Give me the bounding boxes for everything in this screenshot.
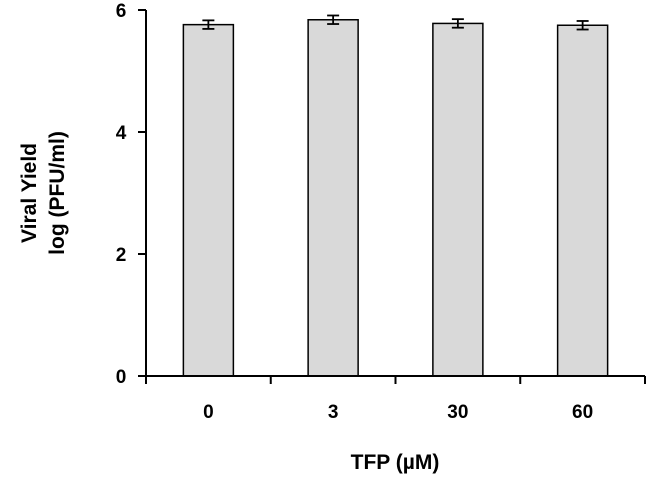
x-tick-label-3: 60 (572, 402, 593, 423)
y-tick-label-3: 6 (116, 1, 127, 22)
y-tick-label-1: 2 (116, 245, 127, 266)
bar-2 (432, 22, 484, 377)
y-axis-title-line-2: log (PFU/ml) (46, 131, 69, 255)
y-axis-title-line-1: Viral Yield (18, 143, 41, 243)
x-tick-label-2: 30 (447, 402, 468, 423)
y-axis-title: Viral Yield log (PFU/ml) (18, 131, 69, 255)
x-tick-label-0: 0 (203, 402, 214, 423)
bar-0 (182, 23, 235, 377)
x-tick-label-1: 3 (328, 402, 339, 423)
bar-1 (307, 19, 359, 377)
y-tick-label-0: 0 (116, 367, 127, 388)
y-tick-label-2: 4 (116, 123, 127, 144)
bar-3 (556, 24, 609, 377)
x-axis-title: TFP (µM) (351, 451, 440, 474)
